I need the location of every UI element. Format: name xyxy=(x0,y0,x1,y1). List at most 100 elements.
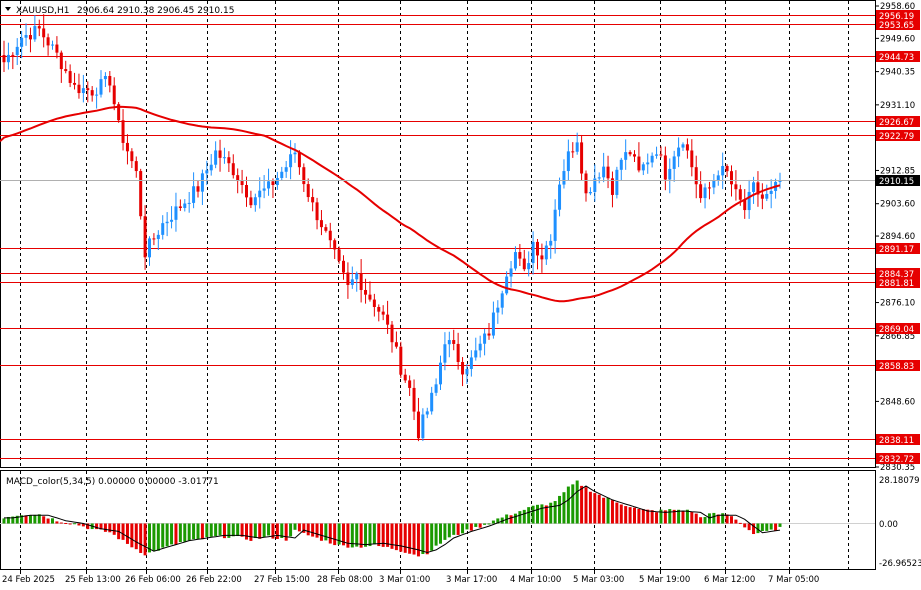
candle-body xyxy=(77,84,81,94)
macd-bar xyxy=(183,523,187,542)
macd-bar xyxy=(64,523,68,525)
macd-bar xyxy=(536,504,539,524)
candle-body xyxy=(218,150,222,158)
candle-body xyxy=(280,171,284,178)
candle-body xyxy=(474,350,478,358)
candle-body xyxy=(513,252,517,269)
macd-bar xyxy=(765,523,769,531)
main-chart-pane[interactable]: XAUUSD,H1 2906.64 2910.38 2906.45 2910.1… xyxy=(0,0,876,468)
candle-body xyxy=(588,192,592,194)
macd-bar xyxy=(575,480,579,524)
candle-body xyxy=(267,181,271,189)
time-axis-label: 27 Feb 15:00 xyxy=(254,575,310,585)
price-level-tag-text: 2926.67 xyxy=(879,118,914,128)
macd-bar xyxy=(624,506,628,524)
candle-body xyxy=(130,151,134,162)
price-axis-label: 2940.35 xyxy=(880,68,915,78)
candle-body xyxy=(231,163,235,176)
candle-body xyxy=(293,152,297,155)
macd-bar xyxy=(196,523,200,539)
symbol-menu-icon[interactable] xyxy=(5,7,11,11)
price-axis-label: 2912.85 xyxy=(880,166,915,176)
macd-bar xyxy=(209,523,213,537)
macd-bar xyxy=(412,523,416,555)
candle-body xyxy=(584,173,588,194)
macd-bar xyxy=(355,523,359,547)
candle-body xyxy=(725,165,729,172)
candle-body xyxy=(461,362,465,375)
price-level-tag-text: 2953.65 xyxy=(879,21,914,31)
macd-bar xyxy=(333,523,337,546)
macd-bar xyxy=(690,511,694,524)
macd-bar xyxy=(103,523,107,532)
candle-body xyxy=(275,177,279,186)
candle-body xyxy=(306,184,310,198)
macd-bar xyxy=(712,512,716,524)
macd-bar xyxy=(81,523,85,527)
macd-bar xyxy=(386,523,390,547)
candle-body xyxy=(659,154,663,156)
macd-pane[interactable]: MACD_color(5,34,5) 0.00000 0.00000 -3.01… xyxy=(0,470,876,570)
macd-bar xyxy=(148,523,151,553)
macd-bar xyxy=(544,505,548,524)
candle-body xyxy=(681,144,685,148)
candle-body xyxy=(139,171,143,217)
macd-bar xyxy=(760,523,764,531)
macd-bar xyxy=(549,502,553,524)
time-axis[interactable]: 24 Feb 2025 25 Feb 13:00 26 Feb 06:00 26 Fe… xyxy=(2,570,819,585)
candle-body xyxy=(491,312,495,336)
macd-bar xyxy=(381,523,385,547)
macd-bar xyxy=(372,523,376,545)
macd-bar xyxy=(55,521,59,524)
macd-bar xyxy=(359,523,363,548)
time-axis-label: 7 Mar 05:00 xyxy=(768,575,819,585)
macd-bar xyxy=(200,523,204,540)
candle-body xyxy=(333,240,337,250)
macd-bar xyxy=(650,510,654,524)
price-scale[interactable]: 2958.60 2949.60 2940.35 2931.10 2912.85 2903.… xyxy=(875,2,915,473)
candle-body xyxy=(187,202,191,204)
macd-bar xyxy=(668,509,672,524)
macd-bar xyxy=(249,523,253,541)
candle-body xyxy=(619,159,623,170)
macd-scale[interactable]: 28.18079 0.00 -26.96523 xyxy=(879,476,921,569)
price-axis-label: 2876.10 xyxy=(880,299,915,309)
candle-body xyxy=(760,194,764,199)
macd-bar xyxy=(496,518,500,524)
candle-body xyxy=(174,206,178,220)
candle-body xyxy=(650,155,654,163)
price-axis-label: 2958.60 xyxy=(880,2,915,12)
macd-bar xyxy=(425,523,429,555)
price-level-tag-text: 2838.11 xyxy=(879,436,914,446)
candle-body xyxy=(690,150,694,168)
price-level-tag-text: 2884.37 xyxy=(879,270,914,280)
macd-histogram xyxy=(2,480,782,557)
macd-bar xyxy=(619,504,623,524)
candle-body xyxy=(90,90,94,96)
macd-bar xyxy=(725,514,729,524)
macd-bar xyxy=(125,523,129,544)
macd-bar xyxy=(245,523,248,540)
candle-body xyxy=(518,252,522,259)
macd-bar xyxy=(558,495,562,524)
macd-bar xyxy=(267,523,271,536)
macd-bar xyxy=(297,523,301,532)
current-price-tag-text: 2910.15 xyxy=(879,177,914,187)
candle-body xyxy=(68,71,72,83)
candle-body xyxy=(359,273,363,290)
candle-body xyxy=(694,167,698,185)
macd-bar xyxy=(615,502,619,524)
candles xyxy=(2,14,782,442)
macd-bar xyxy=(99,523,103,530)
macd-bar xyxy=(491,520,495,524)
candle-body xyxy=(606,166,610,179)
macd-bar xyxy=(588,491,592,524)
moving-average-line xyxy=(0,105,781,303)
macd-bar xyxy=(756,523,760,534)
candle-body xyxy=(549,240,553,246)
macd-bar xyxy=(416,523,420,557)
candle-body xyxy=(663,155,667,180)
price-level-tag-text: 2832.72 xyxy=(879,455,914,465)
